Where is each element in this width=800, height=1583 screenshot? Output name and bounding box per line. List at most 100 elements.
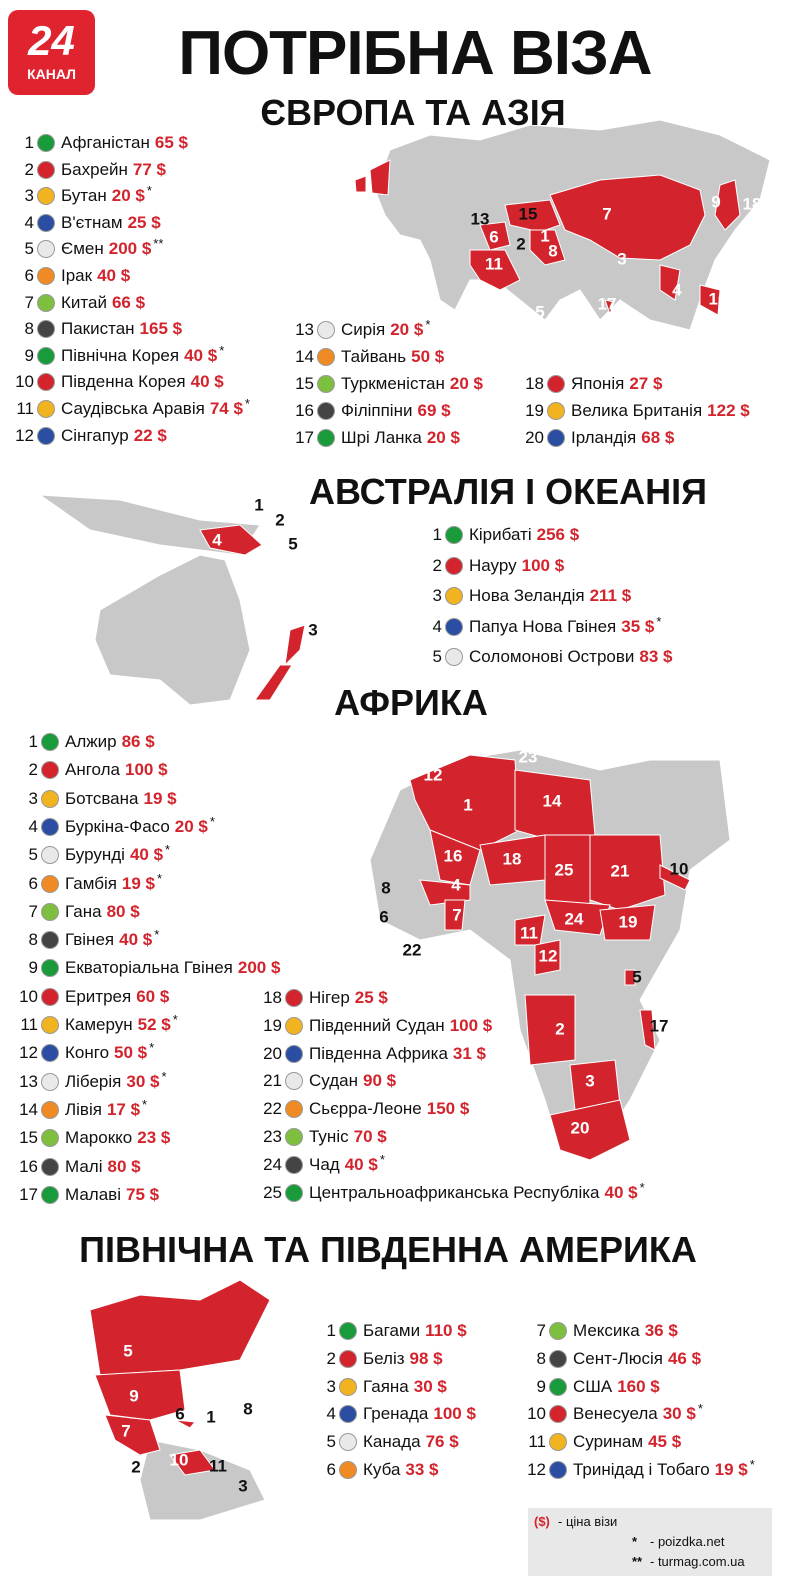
visa-price: 30 $ (126, 1071, 160, 1091)
visa-price: 256 $ (536, 525, 580, 544)
country-entry: 18 Нігер 25 $ (258, 986, 388, 1010)
visa-price: 23 $ (137, 1128, 171, 1148)
map-label: 17 (650, 1016, 669, 1035)
map-label: 1 (540, 226, 549, 245)
country-entry: 3 Бутан 20 $ * (10, 184, 152, 208)
entry-number: 3 (28, 788, 38, 808)
section-title: ЄВРОПА ТА АЗІЯ (260, 92, 566, 133)
country-name: Малаві (65, 1184, 121, 1204)
entry-number: 10 (15, 372, 34, 392)
flag-icon (549, 1349, 567, 1368)
country-name: США (573, 1376, 613, 1396)
country-entry: 1 Афганістан 65 $ (10, 131, 188, 155)
country-entry: 2 Науру 100 $ (418, 554, 564, 578)
country-name: Ботсвана (65, 788, 139, 808)
visa-price: 40 $ (129, 845, 164, 865)
legend: ($) - ціна візи * - poizdka.net ** - turmag.c… (528, 1508, 772, 1576)
country-entry: 12 Тринідад і Тобаго 19 $ * (522, 1458, 755, 1482)
map-labels: 125 4 3 (212, 495, 317, 639)
map-label: 9 (129, 1386, 138, 1405)
country-entry: 14 Тайвань 50 $ (290, 345, 444, 369)
entry-number: 18 (525, 374, 544, 393)
source-note: * (149, 1040, 155, 1056)
source-note: * (209, 813, 215, 829)
entry-number: 6 (28, 873, 38, 893)
country-name: Бутан (61, 186, 107, 206)
flag-icon (41, 931, 59, 950)
visa-price: 35 $ (621, 616, 655, 636)
country-name: Екваторіальна Гвінея (65, 958, 233, 978)
entry-number: 24 (263, 1154, 282, 1174)
source-note: * (425, 317, 431, 332)
legend-text: - turmag.com.ua (650, 1554, 745, 1569)
flag-icon (41, 846, 59, 865)
entry-number: 8 (28, 930, 38, 950)
country-entry: 2 Бахрейн 77 $ (10, 158, 166, 182)
map-label: 1 (254, 495, 263, 514)
map-label: 7 (452, 905, 461, 924)
entry-number: 7 (28, 901, 38, 921)
entry-number: 14 (19, 1099, 38, 1119)
map-label: 19 (619, 912, 638, 931)
visa-price: 60 $ (136, 986, 170, 1006)
country-entry: 4 Папуа Нова Гвінея 35 $ * (418, 613, 662, 639)
map-label: 13 (471, 209, 490, 228)
entry-number: 2 (24, 159, 34, 179)
logo-number: 24 (28, 17, 75, 64)
country-entry: 10 Венесуела 30 $ * (522, 1402, 703, 1426)
country-name: Бурунді (65, 845, 125, 865)
section-title: АВСТРАЛІЯ І ОКЕАНІЯ (308, 471, 708, 512)
country-entry: 21 Судан 90 $ (258, 1069, 396, 1093)
map-label: 4 (188, 1426, 198, 1445)
visa-price: 77 $ (132, 159, 166, 179)
country-entry: 20 Ірландія 68 $ (520, 426, 674, 450)
visa-price: 100 $ (125, 760, 168, 780)
entry-number: 1 (432, 525, 442, 544)
country-entry: 1 Багами 110 $ (312, 1319, 467, 1343)
country-entry: 8 Гвінея 40 $ * (14, 928, 159, 952)
entry-number: 22 (263, 1099, 282, 1119)
country-name: Гаяна (363, 1376, 409, 1396)
country-name: Мексика (573, 1321, 640, 1340)
visa-price: 80 $ (106, 901, 140, 921)
map-label: 2 (516, 234, 525, 253)
source-note: * (656, 613, 662, 629)
visa-price: 86 $ (121, 732, 155, 751)
visa-price: 80 $ (107, 1156, 141, 1176)
entry-number: 3 (432, 586, 442, 605)
map-label: 3 (585, 1071, 594, 1090)
country-name: Беліз (363, 1348, 405, 1368)
country-entry: 5 Бурунді 40 $ * (14, 843, 170, 867)
map-label: 23 (519, 747, 538, 766)
entry-number: 9 (28, 958, 38, 978)
map-label: 7 (121, 1421, 130, 1440)
map-label: 16 (444, 846, 463, 865)
entry-number: 7 (536, 1321, 546, 1340)
country-name: Тайвань (341, 347, 407, 366)
country-name: Південна Африка (309, 1043, 448, 1063)
flag-icon (549, 1322, 567, 1340)
flag-icon (41, 789, 59, 808)
country-name: Ліберія (65, 1071, 122, 1091)
country-name: Судан (309, 1071, 358, 1091)
country-name: Японія (571, 374, 625, 393)
country-entry: 9 США 160 $ (522, 1375, 660, 1399)
country-entry: 5 Ємен 200 $ ** (10, 237, 163, 261)
country-name: Гана (65, 901, 102, 921)
country-entry: 1 Алжир 86 $ (14, 730, 155, 754)
country-entry: 6 Гамбія 19 $ * (14, 871, 162, 896)
country-entry: 9 Екваторіальна Гвінея 200 $ (14, 956, 280, 980)
country-name: Пакистан (61, 319, 135, 339)
flag-icon (285, 1100, 303, 1119)
country-entry: 4 В'єтнам 25 $ (10, 211, 161, 235)
country-name: Центральноафриканська Республіка (309, 1182, 600, 1202)
map-label: 12 (424, 765, 443, 784)
source-note: * (244, 396, 250, 411)
entry-number: 8 (24, 319, 34, 339)
map-label: 4 (212, 530, 222, 549)
country-entry: 3 Нова Зеландія 211 $ (418, 584, 631, 608)
country-entry: 5 Соломонові Острови 83 $ (418, 645, 672, 669)
country-entry: 19 Велика Британія 122 $ (520, 399, 750, 423)
flag-icon (41, 902, 59, 921)
